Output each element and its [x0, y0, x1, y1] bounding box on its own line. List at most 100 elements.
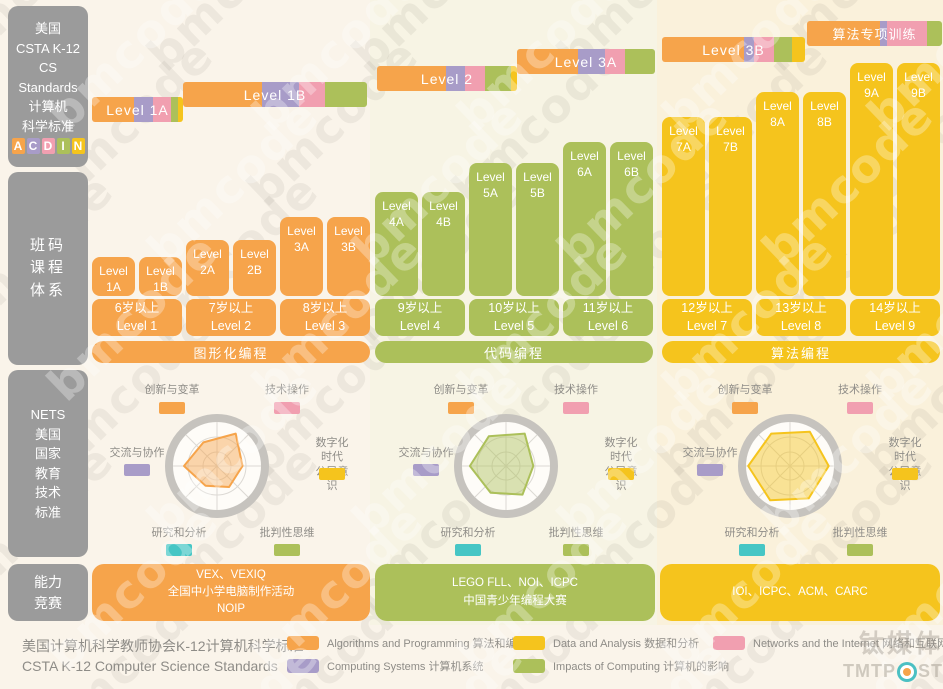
- csta-bar-segment-purple: [577, 49, 606, 74]
- csta-bar-segment-pink: [753, 37, 774, 62]
- level-column-6b: Level 6B: [610, 142, 653, 296]
- radar-axis-label-0: 创新与变革: [433, 384, 489, 396]
- csta-bar-3: Level 3A: [517, 49, 655, 74]
- csta-bar-segment-orange: [377, 66, 446, 91]
- radar-axis-label-1: 技术操作: [265, 384, 309, 396]
- footer-title-cn: 美国计算机科学教师协会K-12计算机科学标准: [22, 638, 304, 654]
- sidebar-nets-line: 教育: [34, 465, 61, 481]
- age-bar-level-4: 9岁以上 Level 4: [375, 299, 465, 336]
- tmtpost-o-icon: [896, 661, 917, 682]
- csta-bar-segment-purple: [445, 66, 466, 91]
- radar-axis-swatch-2: [319, 468, 345, 480]
- sidebar-csta-line: 计算机: [28, 99, 68, 114]
- csta-bar-segment-orange: [183, 82, 263, 107]
- sidebar-curriculum-line: 班码: [29, 236, 66, 254]
- age-bar-level-3: 8岁以上 Level 3: [280, 299, 370, 336]
- sidebar-csta-line: CSTA K-12: [15, 40, 81, 56]
- radar-axis-swatch-4: [166, 544, 192, 556]
- csta-bar-label: Level 3A: [554, 53, 618, 70]
- age-bar-level-1: 6岁以上 Level 1: [92, 299, 182, 336]
- competition-bar-1: LEGO FLL、NOI、ICPC 中国青少年编程大赛: [375, 564, 655, 621]
- competition-bar-2: IOI、ICPC、ACM、CARC: [660, 564, 940, 621]
- radar-axis-label-5: 交流与协作: [682, 447, 738, 459]
- legend-label-0: Algorithms and Programming 算法和编程: [327, 638, 528, 650]
- radar-axis-label-3: 批判性思维: [548, 527, 604, 539]
- radar-axis-swatch-3: [274, 544, 300, 556]
- sidebar-curriculum-line: 课程: [29, 259, 66, 277]
- acronym-letter-n: N: [71, 138, 85, 154]
- csta-bar-segment-pink: [886, 21, 928, 46]
- level-column-5a: Level 5A: [469, 163, 512, 296]
- csta-bar-segment-purple: [133, 97, 153, 122]
- level-column-9a: Level 9A: [850, 63, 893, 296]
- legend-item-3: Impacts of Computing 计算机的影响: [513, 658, 729, 674]
- csta-bar-segment-orange: [92, 97, 134, 122]
- csta-bar-segment-orange: [807, 21, 880, 46]
- radar-axis-label-1: 技术操作: [554, 384, 598, 396]
- level-column-8a: Level 8A: [756, 92, 799, 296]
- sidebar-csta-line: 美国: [34, 21, 61, 36]
- radar-axis-swatch-0: [159, 402, 185, 414]
- csta-bar-segment-purple: [262, 82, 299, 107]
- radar-axis-swatch-4: [455, 544, 481, 556]
- radar-axis-swatch-2: [608, 468, 634, 480]
- sidebar-curriculum-line: 体系: [29, 281, 66, 299]
- radar-axis-swatch-5: [124, 464, 150, 476]
- age-bar-level-8: 13岁以上 Level 8: [756, 299, 846, 336]
- level-column-1b: Level 1B: [139, 257, 182, 296]
- sidebar-competition-line: 竞赛: [34, 594, 62, 611]
- radar-plot-1: [454, 414, 558, 518]
- legend-item-1: Computing Systems 计算机系统: [287, 658, 483, 674]
- acronym-letter-c: C: [26, 138, 40, 154]
- level-column-1a: Level 1A: [92, 257, 135, 296]
- sidebar-nets-line: 标准: [34, 504, 61, 520]
- csta-bar-segment-yellow: [178, 97, 183, 122]
- csta-bar-5: 算法专项训练: [807, 21, 942, 46]
- csta-bar-segment-orange: [517, 49, 578, 74]
- csta-bar-segment-purple: [879, 21, 887, 46]
- sidebar-csta-line: CS Standards: [18, 60, 78, 95]
- level-column-5b: Level 5B: [516, 163, 559, 296]
- sidebar-csta-line: 科学标准: [21, 118, 74, 134]
- csta-bar-label: Level 1B: [243, 86, 307, 103]
- sidebar-nets-line: 国家: [34, 446, 61, 461]
- radar-axis-swatch-0: [732, 402, 758, 414]
- radar-axis-label-4: 研究和分析: [440, 527, 496, 539]
- tmtpost-brand-watermark: 钛媒体 TMTP ST: [840, 624, 943, 682]
- level-column-9b: Level 9B: [897, 63, 940, 296]
- csta-bar-segment-orange: [662, 37, 744, 62]
- csta-bar-segment-pink: [152, 97, 172, 122]
- legend-swatch-orange: [287, 636, 319, 650]
- radar-plot-2: [738, 414, 842, 518]
- sidebar-curriculum-system: 班码 课程 体系: [8, 172, 88, 365]
- radar-axis-swatch-1: [563, 402, 589, 414]
- tmtpost-en-left: TMTP: [842, 661, 896, 681]
- age-bar-level-6: 11岁以上 Level 6: [563, 299, 653, 336]
- csta-bar-label: Level 2: [420, 70, 474, 87]
- level-column-7b: Level 7B: [709, 117, 752, 296]
- csta-bar-segment-purple: [743, 37, 754, 62]
- level-column-2b: Level 2B: [233, 240, 276, 296]
- radar-axis-label-3: 批判性思维: [259, 527, 315, 539]
- sidebar-nets-line: NETS: [30, 407, 66, 422]
- csta-bar-segment-green: [171, 97, 179, 122]
- sidebar-nets-line: 美国: [34, 426, 61, 442]
- radar-axis-label-2: 数字化时代 公民意识: [888, 437, 922, 492]
- level-column-4a: Level 4A: [375, 192, 418, 296]
- radar-axis-swatch-3: [847, 544, 873, 556]
- sidebar-competition-line: 能力: [34, 573, 62, 590]
- acronym-letter-i: I: [56, 138, 70, 154]
- radar-axis-label-1: 技术操作: [838, 384, 882, 396]
- tmtpost-en-text: TMTP ST: [840, 661, 943, 682]
- radar-axis-swatch-5: [413, 464, 439, 476]
- legend-label-3: Impacts of Computing 计算机的影响: [553, 661, 730, 673]
- legend-swatch-green: [513, 659, 545, 673]
- csta-bar-segment-green: [324, 82, 367, 107]
- legend-swatch-pink: [713, 636, 745, 650]
- age-bar-level-7: 12岁以上 Level 7: [662, 299, 752, 336]
- legend-swatch-yellow: [513, 636, 545, 650]
- csta-bar-label: 算法专项训练: [832, 27, 917, 42]
